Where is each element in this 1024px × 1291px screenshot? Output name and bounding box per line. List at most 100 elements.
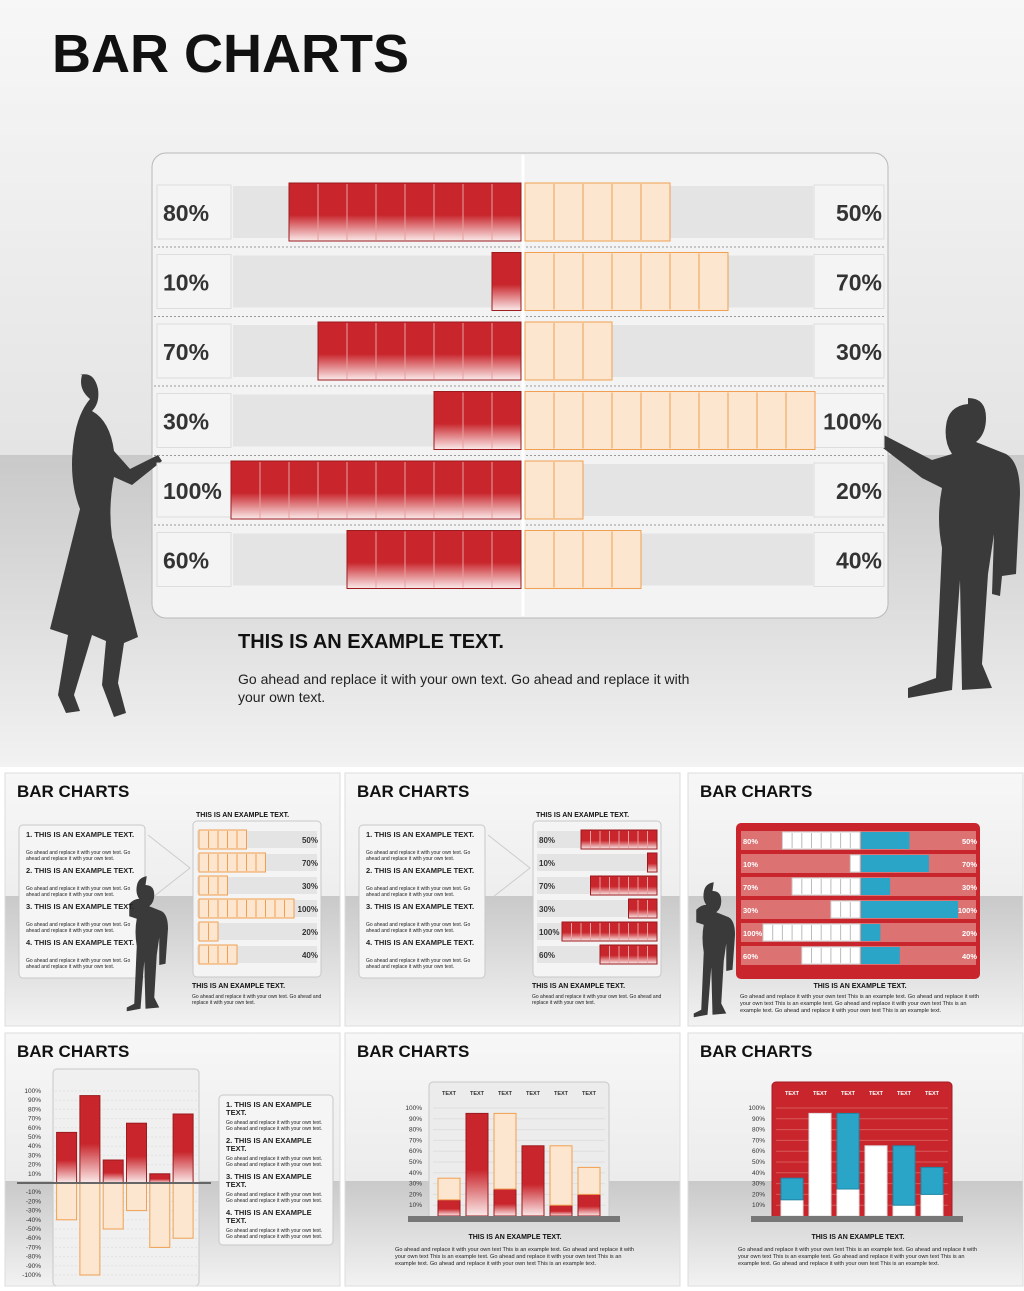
list-item-text: Go ahead and replace it with your own te… xyxy=(226,1228,323,1240)
value-label: 40% xyxy=(836,548,882,574)
y-tick-label: 80% xyxy=(752,1127,765,1134)
thumbnail: BAR CHARTS 100% 90% 80% 70% 60% 50% 40% 30% 20% 10… xyxy=(687,1032,1024,1287)
bar xyxy=(317,321,522,381)
value-label: 100% xyxy=(163,478,222,504)
y-tick-label: 50% xyxy=(409,1159,422,1166)
list-item-text: Go ahead and replace it with your own te… xyxy=(26,922,131,934)
thumb-title: BAR CHARTS xyxy=(17,782,129,801)
bar xyxy=(79,1095,101,1184)
list-item-title: 3. THIS IS AN EXAMPLE TEXT. xyxy=(366,902,475,911)
x-category-label: TEXT xyxy=(869,1091,884,1097)
y-tick-label: -80% xyxy=(26,1254,41,1261)
y-tick-label: 30% xyxy=(409,1181,422,1188)
silhouette xyxy=(126,876,168,1012)
value-label: 100% xyxy=(743,929,763,938)
label-box xyxy=(156,532,232,587)
bar-segment xyxy=(549,1145,573,1206)
x-category-label: TEXT xyxy=(582,1091,597,1097)
value-label: 60% xyxy=(163,548,209,574)
list-item-title: 1. THIS IS AN EXAMPLE TEXT. xyxy=(226,1100,312,1118)
label-box xyxy=(813,254,885,309)
bar xyxy=(198,829,247,850)
bar-segment xyxy=(521,1145,545,1217)
thumb-title: BAR CHARTS xyxy=(700,1042,812,1061)
track xyxy=(537,900,657,917)
y-tick-label: 40% xyxy=(28,1143,41,1150)
list-item-text: Go ahead and replace it with your own te… xyxy=(26,958,131,970)
bar-segment xyxy=(808,1112,832,1217)
value-label: 60% xyxy=(743,952,758,961)
list-item-title: 3. THIS IS AN EXAMPLE TEXT. xyxy=(26,902,135,911)
bar-segment xyxy=(577,1166,601,1195)
track xyxy=(537,854,657,871)
bar xyxy=(791,877,861,896)
y-tick-label: 60% xyxy=(28,1125,41,1132)
bar xyxy=(647,852,658,873)
label-box xyxy=(813,462,885,518)
list-item-text: Go ahead and replace it with your own te… xyxy=(26,850,131,862)
y-tick-label: 100% xyxy=(24,1088,41,1095)
thumbnail: BAR CHARTS 100% 90% 80% 70% 60% 50% 40% 30% 20% 10… xyxy=(4,1032,341,1287)
label-box xyxy=(813,393,885,448)
label-box xyxy=(813,323,885,379)
bar xyxy=(198,852,266,873)
x-category-label: TEXT xyxy=(526,1091,541,1097)
value-label: 80% xyxy=(743,837,758,846)
caption-heading: THIS IS AN EXAMPLE TEXT. xyxy=(532,983,625,990)
panel-border xyxy=(4,772,341,1027)
x-category-label: TEXT xyxy=(554,1091,569,1097)
label-box xyxy=(813,184,885,240)
caption-body: Go ahead and replace it with your own te… xyxy=(740,994,980,1014)
bar-segment xyxy=(780,1199,804,1217)
bar xyxy=(126,1182,147,1212)
list-item-title: 4. THIS IS AN EXAMPLE TEXT. xyxy=(366,938,475,947)
y-tick-label: 70% xyxy=(28,1116,41,1123)
y-tick-label: 70% xyxy=(752,1137,765,1144)
list-box xyxy=(218,1094,334,1246)
label-box xyxy=(156,184,232,240)
bar xyxy=(126,1122,147,1184)
value-label: 40% xyxy=(962,952,977,961)
y-tick-label: 20% xyxy=(28,1162,41,1169)
y-tick-label: 50% xyxy=(752,1159,765,1166)
list-item-text: Go ahead and replace it with your own te… xyxy=(26,886,131,898)
silhouette xyxy=(693,882,735,1018)
bar xyxy=(830,900,861,919)
list-item-text: Go ahead and replace it with your own te… xyxy=(366,958,471,970)
y-tick-label: 20% xyxy=(752,1191,765,1198)
y-tick-label: -90% xyxy=(26,1263,41,1270)
bar xyxy=(56,1131,78,1184)
y-tick-label: -50% xyxy=(26,1226,41,1233)
thumb-title: BAR CHARTS xyxy=(700,782,812,801)
bar xyxy=(849,854,861,873)
value-label: 70% xyxy=(539,882,555,891)
bar xyxy=(172,1182,194,1239)
bar xyxy=(198,875,228,896)
panel-border xyxy=(687,1032,1024,1287)
y-tick-label: 40% xyxy=(409,1170,422,1177)
list-item-text: Go ahead and replace it with your own te… xyxy=(366,850,471,862)
bar xyxy=(628,898,658,919)
bar xyxy=(861,901,958,918)
y-tick-label: -20% xyxy=(26,1198,41,1205)
y-tick-label: 30% xyxy=(752,1181,765,1188)
panel-border xyxy=(687,772,1024,1027)
y-tick-label: 20% xyxy=(409,1191,422,1198)
caption-body: Go ahead and replace it with your own te… xyxy=(192,994,322,1007)
y-tick-label: -10% xyxy=(26,1189,41,1196)
list-item-text: Go ahead and replace it with your own te… xyxy=(366,886,471,898)
panel-border xyxy=(344,1032,681,1287)
value-label: 70% xyxy=(836,270,882,296)
label-box xyxy=(156,254,232,309)
value-label: 50% xyxy=(836,200,882,226)
y-tick-label: 50% xyxy=(28,1134,41,1141)
value-label: 100% xyxy=(958,906,978,915)
bar xyxy=(861,855,929,872)
x-category-label: TEXT xyxy=(925,1091,940,1097)
list-item-title: 2. THIS IS AN EXAMPLE TEXT. xyxy=(226,1136,312,1154)
bar xyxy=(524,321,613,381)
caption-heading: THIS IS AN EXAMPLE TEXT. xyxy=(192,983,285,990)
bar-segment xyxy=(780,1177,804,1201)
x-category-label: TEXT xyxy=(841,1091,856,1097)
